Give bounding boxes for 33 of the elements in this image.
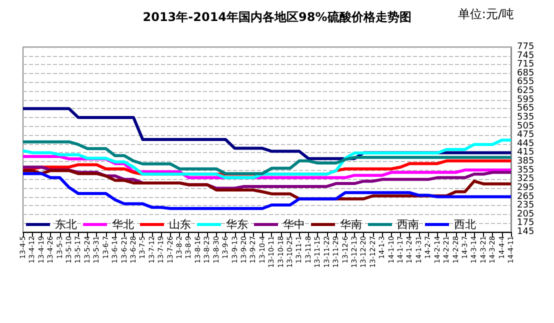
y-tick-label: 355 [517, 165, 534, 176]
chart-title: 2013年-2014年国内各地区98%硫酸价格走势图 [142, 10, 412, 24]
y-tick-label: 415 [517, 148, 534, 158]
line-series [22, 172, 512, 210]
y-tick-label: 295 [517, 182, 534, 193]
y-tick-label: 565 [517, 104, 534, 114]
y-tick-label: 535 [517, 112, 534, 122]
y-tick-label: 445 [517, 138, 534, 149]
y-tick-label: 625 [517, 86, 534, 96]
text: 单位:元/吨 [458, 7, 514, 21]
y-tick-label: 475 [517, 130, 534, 140]
y-tick-label: 715 [517, 60, 534, 70]
legend-label: 东北 [55, 218, 77, 231]
y-tick-label: 685 [517, 68, 534, 78]
y-tick-label: 145 [517, 227, 534, 237]
y-tick-label: 655 [517, 77, 534, 88]
y-tick-label: 505 [517, 121, 534, 132]
legend-label: 西北 [454, 218, 476, 231]
y-tick-label: 265 [517, 192, 534, 202]
y-tick-label: 775 [517, 42, 534, 52]
legend-label: 西南 [397, 218, 419, 231]
legend-label: 山东 [169, 218, 191, 231]
legend-label: 华东 [226, 218, 248, 231]
y-tick-label: 385 [517, 156, 534, 167]
y-tick-label: 175 [517, 218, 534, 228]
y-tick-label: 595 [517, 94, 534, 105]
legend-label: 华北 [112, 218, 134, 231]
y-tick-label: 745 [517, 50, 534, 61]
y-tick-label: 205 [517, 209, 534, 220]
y-tick-label: 325 [517, 174, 534, 184]
legend-label: 华中 [283, 218, 305, 231]
legend-label: 华南 [340, 218, 362, 231]
y-tick-label: 235 [517, 200, 534, 211]
